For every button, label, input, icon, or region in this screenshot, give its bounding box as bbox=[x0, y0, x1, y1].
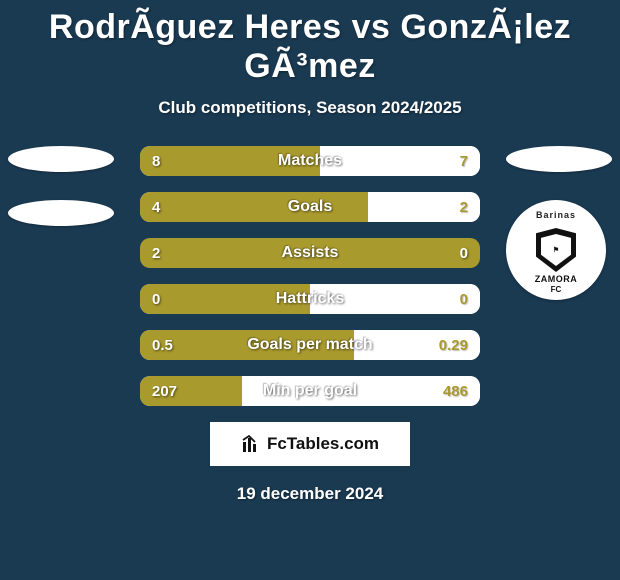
stat-bar-left-fill bbox=[140, 192, 368, 222]
player-left-club-placeholder-1 bbox=[8, 146, 114, 172]
player-left-club-placeholder-2 bbox=[8, 200, 114, 226]
stat-bar: 207Min per goal486 bbox=[140, 376, 480, 406]
stat-bar-right-fill bbox=[368, 192, 480, 222]
footer-brand-text: FcTables.com bbox=[267, 434, 379, 454]
stats-bars: 8Matches7 4Goals2 2Assists0 0Hattricks0 0.5G… bbox=[140, 146, 480, 406]
player-left-badges bbox=[8, 146, 114, 254]
stat-bar-right-fill bbox=[320, 146, 480, 176]
stat-bar-left-fill bbox=[140, 284, 310, 314]
player-right-club-badge: Barinas ⚑ ZAMORA FC bbox=[506, 200, 606, 300]
stat-bar: 0.5Goals per match0.29 bbox=[140, 330, 480, 360]
stat-bar-right-fill bbox=[310, 284, 480, 314]
club-banner: Barinas bbox=[536, 210, 576, 220]
snapshot-date: 19 december 2024 bbox=[0, 484, 620, 504]
stat-bar-left-fill bbox=[140, 146, 320, 176]
stat-bar: 2Assists0 bbox=[140, 238, 480, 268]
page-title: RodrÃ­guez Heres vs GonzÃ¡lez GÃ³mez bbox=[0, 0, 620, 86]
footer-brand-badge: FcTables.com bbox=[210, 422, 410, 466]
player-right-club-placeholder bbox=[506, 146, 612, 172]
stat-bar-right-fill bbox=[242, 376, 480, 406]
stat-bar-left-fill bbox=[140, 330, 354, 360]
fctables-logo-icon bbox=[241, 434, 261, 454]
club-suffix: FC bbox=[551, 285, 562, 294]
stat-bar-left-fill bbox=[140, 376, 242, 406]
stat-bar: 0Hattricks0 bbox=[140, 284, 480, 314]
player-right-badges: Barinas ⚑ ZAMORA FC bbox=[506, 146, 612, 300]
stat-bar-left-fill bbox=[140, 238, 480, 268]
subtitle: Club competitions, Season 2024/2025 bbox=[0, 98, 620, 118]
stat-bar: 4Goals2 bbox=[140, 192, 480, 222]
stat-bar: 8Matches7 bbox=[140, 146, 480, 176]
stat-bar-right-fill bbox=[354, 330, 480, 360]
comparison-content: Barinas ⚑ ZAMORA FC 8Matches7 4Goals2 2Ass… bbox=[0, 146, 620, 406]
club-name: ZAMORA bbox=[535, 274, 578, 284]
club-shield-icon: ⚑ bbox=[536, 228, 576, 272]
